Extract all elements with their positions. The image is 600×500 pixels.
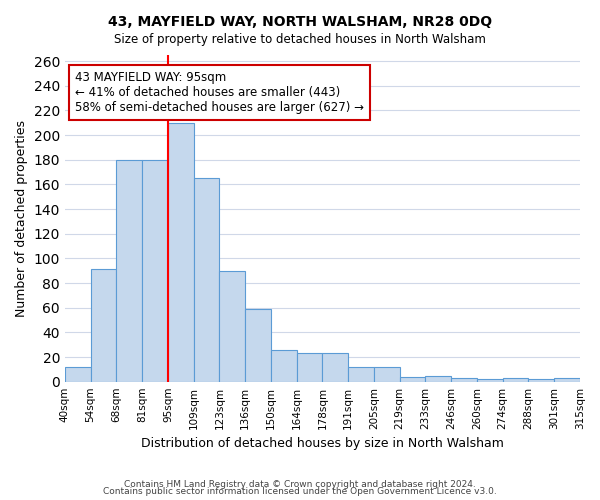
Bar xyxy=(451,378,477,382)
Bar xyxy=(116,160,142,382)
Bar xyxy=(374,367,400,382)
X-axis label: Distribution of detached houses by size in North Walsham: Distribution of detached houses by size … xyxy=(141,437,504,450)
Bar xyxy=(194,178,220,382)
Bar xyxy=(168,123,194,382)
Bar xyxy=(271,350,297,382)
Bar xyxy=(477,379,503,382)
Y-axis label: Number of detached properties: Number of detached properties xyxy=(15,120,28,317)
Bar xyxy=(348,367,374,382)
Text: 43, MAYFIELD WAY, NORTH WALSHAM, NR28 0DQ: 43, MAYFIELD WAY, NORTH WALSHAM, NR28 0D… xyxy=(108,15,492,29)
Bar xyxy=(297,354,322,382)
Text: Contains HM Land Registry data © Crown copyright and database right 2024.: Contains HM Land Registry data © Crown c… xyxy=(124,480,476,489)
Bar xyxy=(65,367,91,382)
Bar xyxy=(425,376,451,382)
Bar xyxy=(245,309,271,382)
Bar xyxy=(503,378,529,382)
Bar xyxy=(142,160,168,382)
Text: Contains public sector information licensed under the Open Government Licence v3: Contains public sector information licen… xyxy=(103,487,497,496)
Bar xyxy=(400,376,425,382)
Bar xyxy=(529,379,554,382)
Text: Size of property relative to detached houses in North Walsham: Size of property relative to detached ho… xyxy=(114,32,486,46)
Bar xyxy=(554,378,580,382)
Bar xyxy=(322,354,348,382)
Bar xyxy=(91,270,116,382)
Text: 43 MAYFIELD WAY: 95sqm
← 41% of detached houses are smaller (443)
58% of semi-de: 43 MAYFIELD WAY: 95sqm ← 41% of detached… xyxy=(75,72,364,114)
Bar xyxy=(220,270,245,382)
